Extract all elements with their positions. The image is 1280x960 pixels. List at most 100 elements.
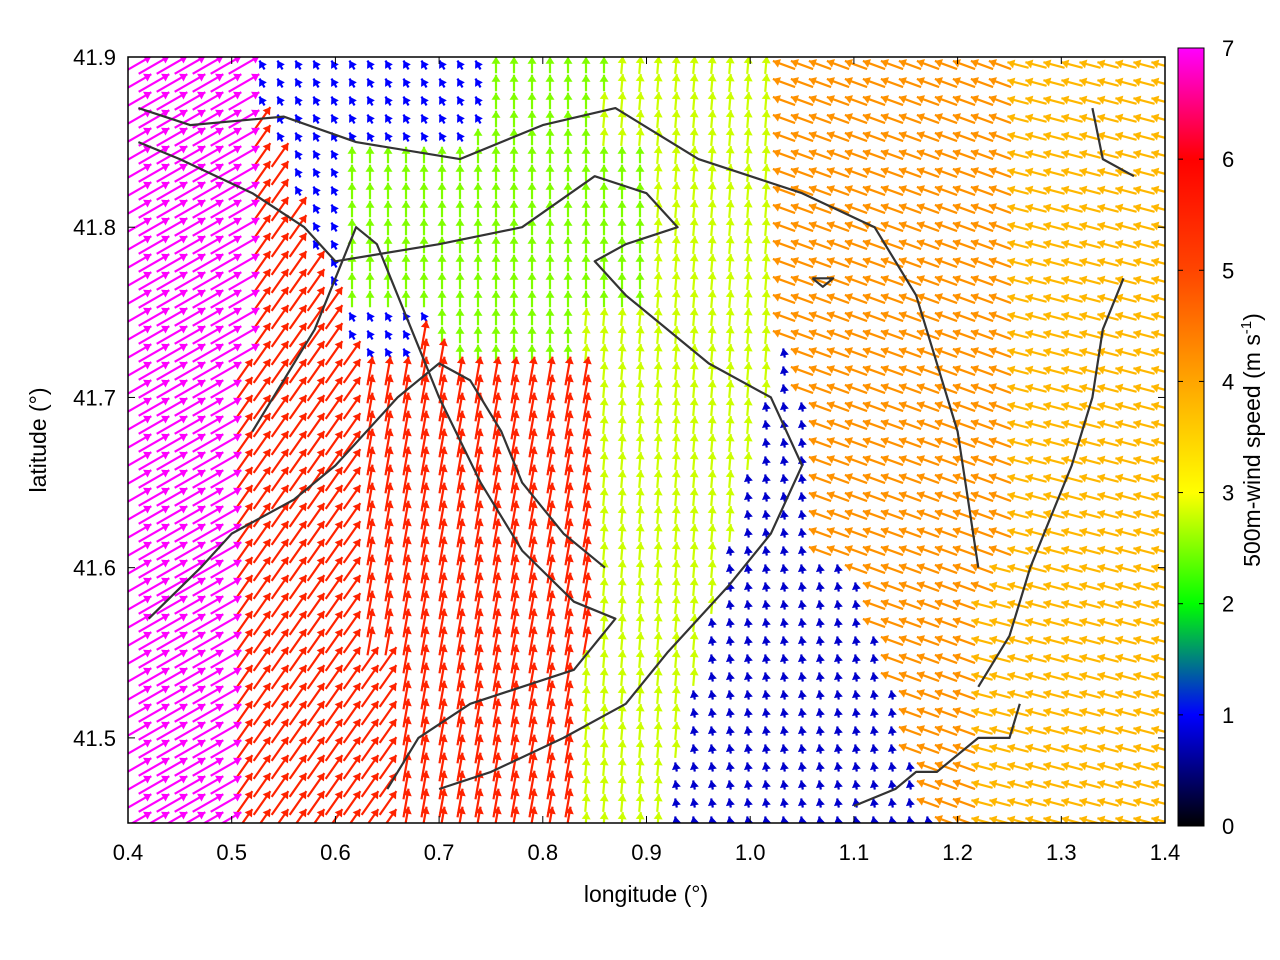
wind-arrow — [934, 113, 958, 125]
wind-arrow — [826, 77, 850, 89]
wind-arrow — [456, 78, 465, 88]
wind-arrow-head — [952, 113, 962, 122]
wind-arrow — [509, 57, 519, 74]
wind-arrow — [402, 132, 411, 142]
wind-arrow-head — [898, 59, 908, 68]
wind-arrow-head — [725, 74, 735, 82]
wind-arrow-head — [179, 91, 188, 100]
wind-arrow-head — [790, 59, 800, 68]
wind-arrow-head — [898, 95, 908, 104]
wind-arrow — [790, 95, 814, 107]
wind-arrow — [330, 96, 339, 106]
wind-arrow — [128, 127, 152, 143]
wind-arrow-head — [161, 109, 170, 118]
wind-arrow-head — [707, 110, 717, 118]
wind-arrow — [1043, 59, 1065, 69]
wind-arrow-head — [143, 57, 151, 64]
wind-arrow-head — [635, 57, 645, 64]
wind-arrow-head — [1079, 95, 1088, 105]
wind-arrow-head — [988, 77, 998, 86]
wind-arrow — [491, 57, 501, 74]
wind-arrow — [581, 57, 591, 74]
wind-arrow-head — [826, 77, 836, 86]
wind-arrow — [653, 74, 663, 92]
wind-arrow-head — [421, 132, 429, 141]
wind-arrow-head — [1043, 59, 1052, 69]
wind-arrow-head — [509, 92, 519, 100]
wind-arrow — [1115, 113, 1137, 123]
wind-arrow — [707, 92, 717, 110]
wind-arrow — [276, 132, 285, 142]
wind-arrow — [707, 74, 717, 92]
wind-arrow — [156, 57, 188, 75]
wind-arrow-head — [862, 113, 872, 122]
wind-arrow — [156, 73, 188, 93]
wind-arrow-head — [527, 110, 537, 118]
wind-arrow — [330, 78, 339, 88]
wind-arrow-head — [1043, 113, 1052, 123]
wind-arrow-head — [1097, 95, 1106, 105]
wind-arrow-head — [599, 74, 609, 82]
wind-arrow-head — [761, 57, 771, 64]
wind-arrow — [617, 74, 627, 92]
wind-arrow — [808, 77, 832, 89]
wind-arrow-head — [1025, 77, 1034, 87]
wind-arrow — [348, 132, 357, 142]
wind-arrow — [192, 91, 224, 111]
wind-arrow — [474, 60, 483, 70]
wind-arrow — [420, 132, 429, 142]
wind-arrow-head — [988, 59, 998, 68]
wind-arrow-head — [898, 113, 908, 122]
wind-arrow-head — [295, 132, 303, 141]
wind-arrow-head — [475, 96, 483, 105]
wind-arrow — [276, 78, 285, 88]
wind-arrow-head — [349, 96, 357, 105]
wind-arrow-head — [197, 73, 206, 82]
wind-arrow-head — [262, 107, 271, 116]
wind-arrow — [1115, 59, 1137, 69]
wind-arrow — [898, 59, 922, 71]
wind-arrow — [138, 91, 170, 111]
wind-arrow — [252, 124, 272, 150]
wind-arrow-head — [725, 92, 735, 100]
wind-arrow-head — [457, 78, 465, 87]
wind-arrow — [772, 59, 796, 71]
wind-arrow-head — [457, 114, 465, 123]
wind-arrow-head — [313, 96, 321, 105]
wind-arrow-head — [233, 73, 242, 82]
wind-arrow-head — [545, 110, 555, 118]
wind-arrow-head — [251, 91, 260, 100]
wind-arrow — [294, 60, 303, 70]
wind-arrow — [210, 127, 242, 147]
wind-arrow — [474, 114, 483, 124]
wind-arrow-head — [1151, 77, 1160, 87]
wind-arrow — [1079, 59, 1101, 69]
wind-arrow — [898, 95, 922, 107]
wind-arrow-head — [421, 60, 429, 69]
wind-arrow — [491, 128, 501, 146]
wind-arrow — [617, 92, 627, 110]
wind-arrow-head — [1025, 95, 1034, 105]
wind-arrow-head — [215, 127, 224, 136]
wind-arrow — [689, 110, 699, 128]
wind-arrow — [366, 132, 375, 142]
wind-arrow-head — [403, 96, 411, 105]
wind-arrow — [934, 77, 958, 89]
wind-arrow-head — [988, 95, 998, 104]
wind-arrow-head — [215, 109, 224, 118]
wind-arrow — [743, 110, 753, 128]
wind-arrow-head — [1025, 113, 1034, 123]
wind-arrow — [635, 74, 645, 92]
wind-arrow-head — [143, 91, 152, 100]
wind-arrow — [1097, 59, 1119, 69]
wind-arrow — [1025, 59, 1047, 69]
wind-arrow — [671, 74, 681, 92]
wind-arrow — [790, 113, 814, 125]
wind-arrow — [826, 95, 850, 107]
wind-arrow-head — [367, 96, 375, 105]
wind-arrow-head — [563, 92, 573, 100]
wind-arrow-head — [439, 114, 447, 123]
wind-arrow-head — [385, 60, 393, 69]
wind-arrow-head — [179, 57, 187, 64]
wind-arrow-head — [844, 59, 854, 68]
